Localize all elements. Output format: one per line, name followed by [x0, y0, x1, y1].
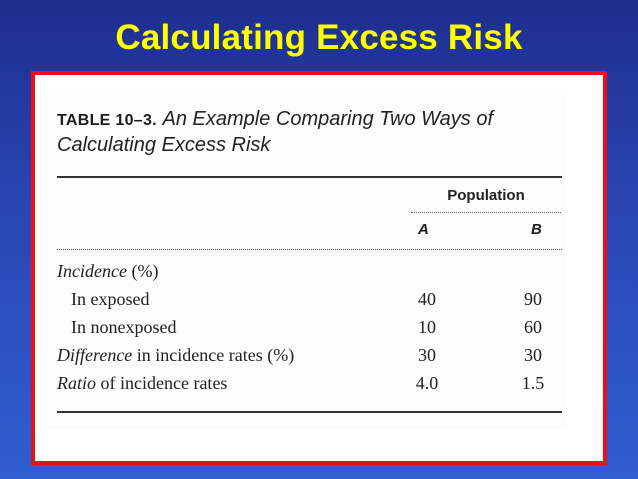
- table-row: In nonexposed 10 60: [57, 315, 562, 339]
- population-header-rule: [411, 212, 561, 214]
- cell-a: 30: [418, 345, 436, 365]
- cell-b: 30: [524, 345, 542, 365]
- table-header-rule: [57, 249, 562, 251]
- slide-title: Calculating Excess Risk: [115, 18, 523, 57]
- table-number: TABLE 10–3.: [57, 112, 157, 129]
- cell-a: 40: [418, 289, 436, 309]
- row-label: Ratio of incidence rates: [57, 373, 228, 393]
- cell-a: 4.0: [415, 373, 439, 393]
- column-header-a: A: [418, 221, 429, 238]
- cell-b: 1.5: [521, 373, 545, 393]
- table-row: Incidence (%): [57, 259, 562, 283]
- row-label: In exposed: [71, 289, 150, 309]
- table-scan: TABLE 10–3. An Example Comparing Two Way…: [47, 95, 567, 430]
- row-label: In nonexposed: [71, 317, 177, 337]
- table-top-rule: [57, 176, 562, 178]
- column-header-b: B: [531, 221, 542, 238]
- table-caption-line2: Calculating Excess Risk: [57, 134, 271, 156]
- table-bottom-rule: [57, 411, 562, 413]
- table-row: In exposed 40 90: [57, 287, 562, 311]
- row-label: Difference in incidence rates (%): [57, 345, 295, 365]
- table-caption-line1: An Example Comparing Two Ways of: [162, 108, 494, 130]
- cell-b: 60: [524, 317, 542, 337]
- cell-a: 10: [418, 317, 436, 337]
- table-caption: TABLE 10–3. An Example Comparing Two Way…: [57, 107, 557, 158]
- row-label: Incidence (%): [57, 261, 159, 281]
- cell-b: 90: [524, 289, 542, 309]
- population-header: Population: [447, 187, 525, 204]
- table-image-frame: TABLE 10–3. An Example Comparing Two Way…: [31, 71, 607, 465]
- table-row: Ratio of incidence rates 4.0 1.5: [57, 371, 562, 395]
- table-row: Difference in incidence rates (%) 30 30: [57, 343, 562, 367]
